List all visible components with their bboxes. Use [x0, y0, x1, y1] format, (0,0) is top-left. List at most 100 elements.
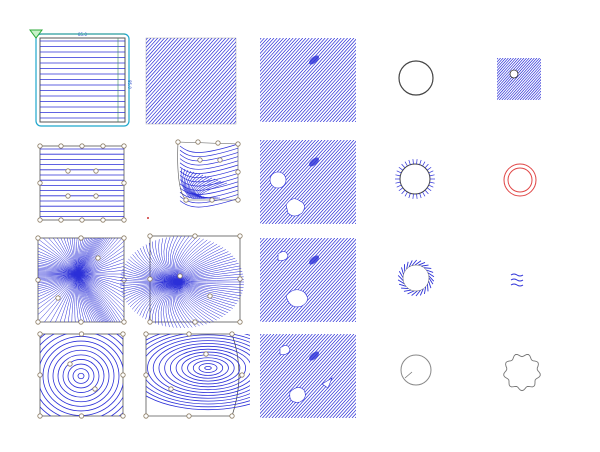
- hatch-line: [185, 67, 236, 124]
- radial-line: [77, 238, 123, 275]
- hatch-line: [202, 86, 236, 124]
- hatch-line: [151, 38, 230, 124]
- hatch-line: [260, 334, 332, 415]
- hatch-line: [501, 58, 540, 100]
- hatch-line: [416, 238, 492, 322]
- radial-line: [77, 273, 109, 322]
- control-node: [35, 277, 41, 283]
- hatch-line: [297, 352, 356, 418]
- hatch-line: [326, 88, 356, 122]
- radial-line: [38, 271, 79, 275]
- hatch-line: [260, 334, 288, 365]
- rings: [146, 334, 250, 411]
- hatch-line: [422, 334, 498, 418]
- spiral-tick: [428, 281, 432, 289]
- radial-line: [77, 273, 91, 322]
- hatch-line: [298, 38, 375, 124]
- hatch-line: [297, 56, 356, 122]
- hatch-line: [146, 38, 223, 124]
- control-node: [121, 180, 127, 186]
- hatch-line: [274, 38, 351, 124]
- hatch-line: [335, 201, 356, 224]
- control-node: [207, 293, 213, 299]
- hatch-line: [146, 38, 193, 90]
- control-node: [186, 331, 192, 337]
- hatch-line: [244, 38, 321, 124]
- radial-lines: [120, 235, 244, 329]
- hatch-line: [300, 162, 356, 224]
- radial-line: [38, 273, 79, 298]
- hatch-line: [260, 38, 329, 115]
- radial-line: [181, 281, 233, 309]
- radial-line: [38, 273, 79, 278]
- control-node: [168, 386, 174, 392]
- hatch-line: [426, 38, 502, 122]
- radial-line: [175, 281, 193, 328]
- hatch-line: [313, 274, 356, 322]
- hatch-line: [522, 79, 541, 100]
- hatch-line: [429, 38, 505, 122]
- radial-line: [77, 273, 104, 322]
- hatch-line: [300, 260, 356, 322]
- tick: [412, 159, 414, 165]
- spiral-tick: [411, 259, 417, 266]
- control-node: [237, 233, 243, 239]
- hatch-line: [416, 38, 492, 122]
- hatch-line: [514, 70, 541, 100]
- hatch-line: [260, 140, 307, 192]
- hatch-line: [262, 140, 339, 224]
- hatch-line: [260, 38, 300, 83]
- radial-line: [44, 273, 79, 322]
- tick: [412, 193, 414, 199]
- hatch-line: [262, 334, 339, 418]
- radial-line: [169, 281, 183, 328]
- hatch-line: [182, 140, 258, 224]
- hatch-line: [146, 38, 196, 94]
- spiral-tick: [427, 284, 429, 292]
- hatch-line: [338, 102, 356, 122]
- start-marker-icon: [29, 29, 43, 39]
- spiral-tick: [397, 275, 404, 282]
- radial-line: [77, 273, 108, 322]
- panel-k-diagonal-fill-holes: [260, 238, 492, 322]
- hatch-line: [498, 58, 538, 100]
- pG-hatch: [182, 140, 460, 224]
- hatch-line: [260, 334, 275, 351]
- ring: [146, 334, 250, 405]
- hole: [279, 345, 291, 355]
- hatch-line: [338, 302, 356, 322]
- hatch-line: [345, 405, 356, 418]
- hatch-line: [368, 140, 444, 224]
- tick: [422, 191, 426, 197]
- hatch-line: [384, 140, 460, 224]
- hatch-line: [378, 140, 454, 224]
- hatch-line: [161, 41, 236, 124]
- radial-line: [77, 273, 85, 322]
- hatch-line: [319, 281, 356, 322]
- hatch-line: [351, 317, 356, 322]
- hatch-line: [260, 238, 307, 290]
- hatch-line: [192, 75, 236, 124]
- fill-line: [179, 143, 239, 153]
- hatch-line: [569, 58, 600, 100]
- hatch-line: [577, 58, 600, 100]
- hatch-line: [438, 334, 514, 418]
- hatch-line: [182, 63, 236, 124]
- hatch-line: [278, 238, 355, 322]
- hatch-line: [287, 45, 356, 122]
- tick: [395, 181, 401, 184]
- hatch-line: [260, 334, 323, 404]
- hatch-line: [559, 58, 597, 100]
- control-node: [121, 319, 127, 325]
- hatch-line: [146, 38, 199, 97]
- fill-line: [179, 164, 239, 174]
- hatch-line: [556, 58, 594, 100]
- hatch-line: [260, 238, 291, 272]
- hatch-line: [322, 187, 356, 224]
- hatch-line: [260, 140, 326, 213]
- control-node: [100, 143, 106, 149]
- hatch-line: [265, 238, 342, 322]
- hatch-line: [406, 38, 482, 122]
- ring: [192, 360, 224, 376]
